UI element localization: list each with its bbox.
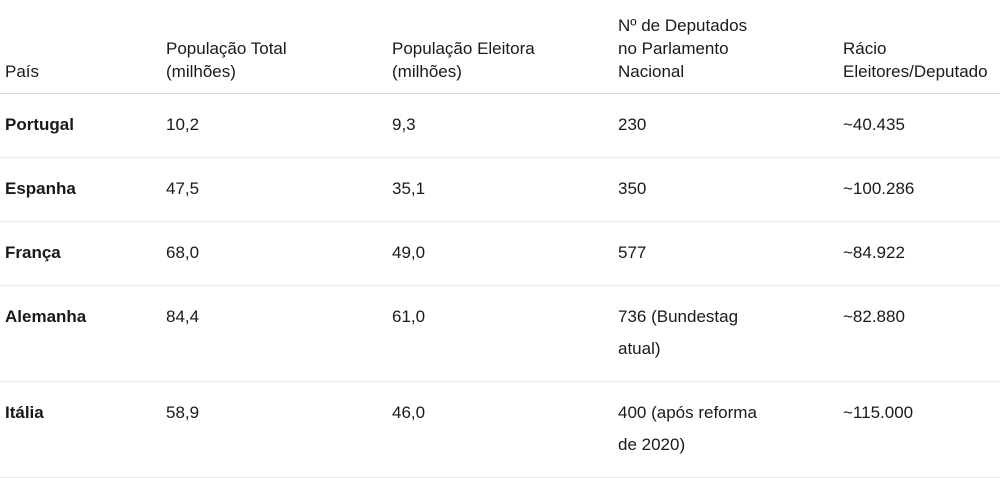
data-cell: 49,0 <box>392 221 618 286</box>
data-cell: 68,0 <box>166 221 392 286</box>
data-cell: ~100.286 <box>843 157 1000 222</box>
data-cell: 47,5 <box>166 157 392 222</box>
header-cell: Nº de Deputados no Parlamento Nacional <box>618 0 843 94</box>
country-cell: França <box>0 221 166 286</box>
table-body: Portugal 10,2 9,3 230 ~40.435 Espanha 47,5 35,1… <box>0 93 1000 478</box>
header-cell: País <box>0 0 166 94</box>
data-cell: 350 <box>618 157 843 222</box>
country-cell: Espanha <box>0 157 166 222</box>
header-cell: Rácio Eleitores/Deputado <box>843 0 1000 94</box>
data-cell: 400 (após reforma de 2020) <box>618 381 843 478</box>
data-cell: ~115.000 <box>843 381 1000 478</box>
data-cell: 230 <box>618 93 843 158</box>
header-cell: População Eleitora (milhões) <box>392 0 618 94</box>
data-cell: 61,0 <box>392 285 618 382</box>
data-cell: 10,2 <box>166 93 392 158</box>
table-row: Alemanha 84,4 61,0 736 (Bundestag atual) ~82… <box>0 285 1000 382</box>
country-cell: Itália <box>0 381 166 478</box>
table-row: Espanha 47,5 35,1 350 ~100.286 <box>0 157 1000 222</box>
data-cell: ~40.435 <box>843 93 1000 158</box>
data-cell: ~82.880 <box>843 285 1000 382</box>
data-cell: 46,0 <box>392 381 618 478</box>
header-row: País População Total (milhões) População E… <box>0 0 1000 94</box>
data-cell: 35,1 <box>392 157 618 222</box>
data-cell: 84,4 <box>166 285 392 382</box>
data-cell: 58,9 <box>166 381 392 478</box>
table-row: Itália 58,9 46,0 400 (após reforma de 2020)… <box>0 381 1000 478</box>
table-row: França 68,0 49,0 577 ~84.922 <box>0 221 1000 286</box>
data-cell: 9,3 <box>392 93 618 158</box>
header-cell: População Total (milhões) <box>166 0 392 94</box>
country-cell: Alemanha <box>0 285 166 382</box>
country-cell: Portugal <box>0 93 166 158</box>
data-cell: ~84.922 <box>843 221 1000 286</box>
table-row: Portugal 10,2 9,3 230 ~40.435 <box>0 93 1000 158</box>
data-cell: 736 (Bundestag atual) <box>618 285 843 382</box>
data-cell: 577 <box>618 221 843 286</box>
